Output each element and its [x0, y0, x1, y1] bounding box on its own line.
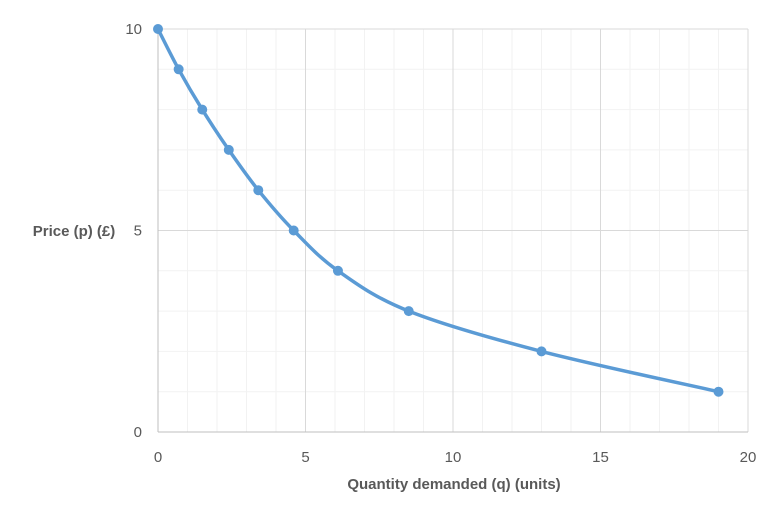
series-layer [153, 24, 724, 397]
data-point [253, 185, 264, 196]
data-point [288, 225, 299, 236]
x-tick-label: 20 [740, 449, 757, 466]
data-point [173, 64, 184, 75]
data-point [403, 306, 414, 317]
y-tick-labels: 0 5 10 [125, 21, 142, 441]
data-point [536, 346, 547, 357]
data-point [713, 386, 724, 397]
series-line [156, 27, 721, 394]
x-tick-label: 10 [445, 449, 462, 466]
x-axis-title: Quantity demanded (q) (units) [347, 476, 560, 493]
data-point [153, 24, 163, 34]
data-point [197, 104, 208, 115]
y-tick-label: 5 [134, 223, 142, 240]
x-tick-label: 5 [301, 449, 309, 466]
data-point [223, 144, 234, 155]
y-tick-label: 10 [125, 21, 142, 38]
data-point [332, 265, 343, 276]
axes [157, 29, 748, 433]
x-tick-labels: 0 5 10 15 20 [154, 449, 757, 466]
y-axis-title: Price (p) (£) [33, 223, 116, 240]
x-tick-label: 15 [592, 449, 609, 466]
y-tick-label: 0 [134, 424, 142, 441]
x-tick-label: 0 [154, 449, 162, 466]
